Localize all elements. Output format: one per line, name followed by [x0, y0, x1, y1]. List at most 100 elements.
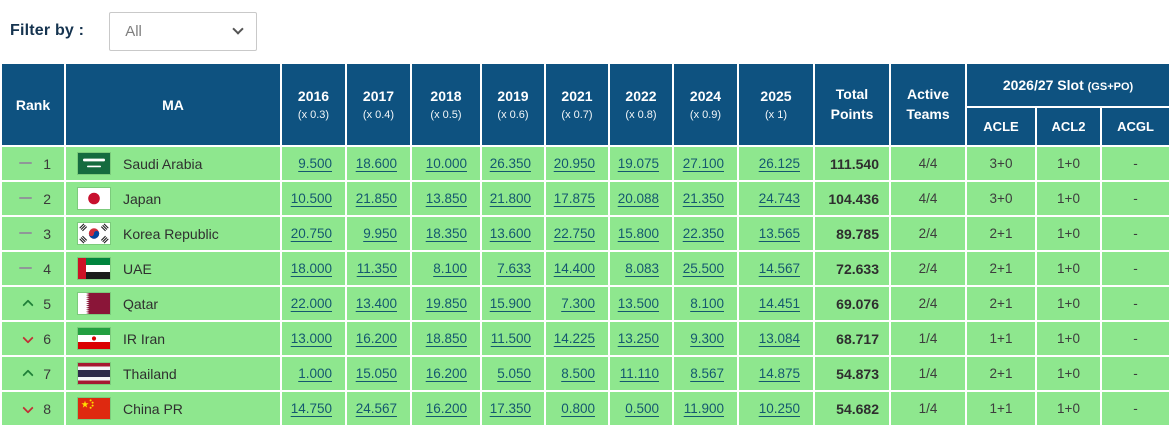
points-link[interactable]: 13.500	[617, 295, 659, 311]
points-link[interactable]: 8.500	[561, 365, 595, 381]
points-link[interactable]: 10.000	[425, 155, 467, 171]
points-link[interactable]: 15.900	[489, 295, 531, 311]
points-link[interactable]: 13.600	[489, 225, 531, 241]
points-link[interactable]: 14.750	[290, 400, 332, 416]
points-link[interactable]: 15.050	[355, 365, 397, 381]
country-name: Japan	[123, 190, 162, 207]
points-link[interactable]: 16.200	[425, 400, 467, 416]
country-name: IR Iran	[123, 330, 166, 347]
points-link[interactable]: 11.500	[490, 330, 531, 346]
points-link[interactable]: 11.110	[619, 365, 659, 381]
active-teams: 4/4	[889, 145, 967, 182]
active-teams: 2/4	[889, 285, 967, 322]
points-link[interactable]: 1.000	[298, 365, 332, 381]
points-link[interactable]: 14.400	[553, 260, 595, 276]
points-link[interactable]: 18.850	[425, 330, 467, 346]
points-link[interactable]: 26.350	[489, 155, 531, 171]
points-link[interactable]: 8.100	[690, 295, 724, 311]
points-link[interactable]: 14.567	[758, 260, 800, 276]
points-link[interactable]: 21.350	[682, 190, 724, 206]
slot-acl2: 1+0	[1035, 180, 1102, 217]
points-link[interactable]: 13.000	[290, 330, 332, 346]
points-link[interactable]: 10.500	[290, 190, 332, 206]
points-link[interactable]: 11.900	[683, 400, 724, 416]
active-teams: 4/4	[889, 180, 967, 217]
slot-acle: 3+0	[965, 145, 1037, 182]
points-link[interactable]: 5.050	[497, 365, 531, 381]
rank-movement-icon	[22, 369, 34, 381]
rank-movement-icon	[22, 402, 34, 414]
points-link[interactable]: 9.300	[690, 330, 724, 346]
filter-selected-value: All	[125, 22, 142, 40]
filter-dropdown[interactable]: All	[109, 11, 258, 51]
points-link[interactable]: 8.100	[433, 260, 467, 276]
header-year-2017: 2017 (x 0.4)	[345, 62, 412, 147]
header-acgl: ACGL	[1100, 106, 1170, 147]
points-link[interactable]: 10.250	[758, 400, 800, 416]
points-link[interactable]: 17.875	[553, 190, 595, 206]
slot-acl2: 1+0	[1035, 355, 1102, 392]
points-link[interactable]: 18.350	[425, 225, 467, 241]
points-link[interactable]: 14.875	[758, 365, 800, 381]
points-link[interactable]: 22.750	[553, 225, 595, 241]
points-link[interactable]: 8.567	[690, 365, 724, 381]
flag-thailand-icon	[78, 363, 110, 384]
points-link[interactable]: 7.300	[561, 295, 595, 311]
points-link[interactable]: 0.500	[625, 400, 659, 416]
country-name: China PR	[123, 400, 183, 417]
points-link[interactable]: 17.350	[489, 400, 531, 416]
points-link[interactable]: 25.500	[682, 260, 724, 276]
rank-movement-icon	[19, 231, 32, 235]
points-link[interactable]: 24.743	[758, 190, 800, 206]
points-link[interactable]: 9.950	[363, 225, 397, 241]
header-slot-group: 2026/27 Slot (GS+PO)	[965, 62, 1170, 108]
points-link[interactable]: 15.800	[617, 225, 659, 241]
points-link[interactable]: 9.500	[298, 155, 332, 171]
points-link[interactable]: 8.083	[625, 260, 659, 276]
points-link[interactable]: 20.088	[617, 190, 659, 206]
slot-acle: 1+1	[965, 390, 1037, 427]
points-link[interactable]: 16.200	[355, 330, 397, 346]
slot-acl2: 1+0	[1035, 285, 1102, 322]
points-link[interactable]: 20.950	[553, 155, 595, 171]
points-link[interactable]: 13.850	[425, 190, 467, 206]
header-year-2022: 2022 (x 0.8)	[608, 62, 674, 147]
points-link[interactable]: 16.200	[425, 365, 467, 381]
header-total-points: Total Points	[813, 62, 891, 147]
points-link[interactable]: 11.350	[356, 260, 397, 276]
header-year-2024: 2024 (x 0.9)	[672, 62, 739, 147]
points-link[interactable]: 13.565	[758, 225, 800, 241]
table-row: 4 UAE 18.000 11.350 8.100 7.633 14.400 8…	[0, 250, 1170, 287]
points-link[interactable]: 13.400	[355, 295, 397, 311]
slot-acle: 3+0	[965, 180, 1037, 217]
points-link[interactable]: 7.633	[497, 260, 531, 276]
filter-bar: Filter by : All	[0, 0, 1170, 62]
points-link[interactable]: 14.451	[758, 295, 800, 311]
points-link[interactable]: 13.250	[617, 330, 659, 346]
slot-acle: 2+1	[965, 285, 1037, 322]
points-link[interactable]: 18.000	[290, 260, 332, 276]
active-teams: 1/4	[889, 355, 967, 392]
rank-value: 7	[43, 366, 51, 383]
points-link[interactable]: 18.600	[355, 155, 397, 171]
points-link[interactable]: 27.100	[682, 155, 724, 171]
points-link[interactable]: 26.125	[758, 155, 800, 171]
points-link[interactable]: 21.850	[355, 190, 397, 206]
slot-acle: 2+1	[965, 215, 1037, 252]
flag-uae-icon	[78, 258, 110, 279]
rank-value: 2	[43, 191, 51, 208]
points-link[interactable]: 14.225	[553, 330, 595, 346]
rank-value: 3	[43, 226, 51, 243]
header-year-2016: 2016 (x 0.3)	[280, 62, 347, 147]
points-link[interactable]: 22.000	[290, 295, 332, 311]
total-points: 68.717	[813, 320, 891, 357]
points-link[interactable]: 21.800	[489, 190, 531, 206]
points-link[interactable]: 13.084	[758, 330, 800, 346]
points-link[interactable]: 0.800	[561, 400, 595, 416]
points-link[interactable]: 19.075	[617, 155, 659, 171]
rank-value: 8	[43, 401, 51, 418]
points-link[interactable]: 22.350	[682, 225, 724, 241]
points-link[interactable]: 19.850	[425, 295, 467, 311]
points-link[interactable]: 20.750	[290, 225, 332, 241]
points-link[interactable]: 24.567	[355, 400, 397, 416]
